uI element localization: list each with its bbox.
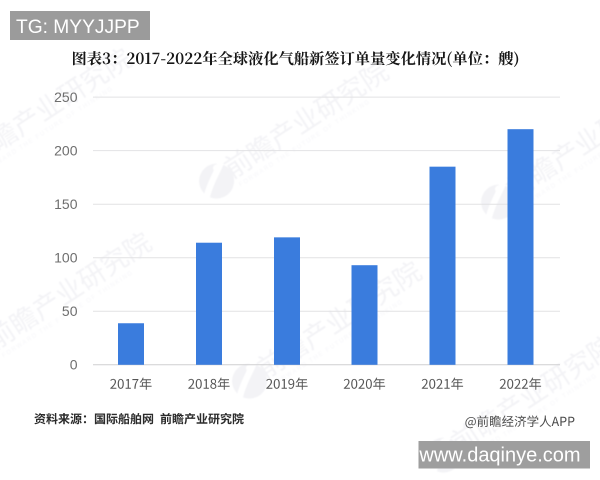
svg-text:www.daqinye.com: www.daqinye.com <box>418 445 580 467</box>
svg-text:200: 200 <box>54 142 78 158</box>
svg-text:100: 100 <box>54 250 78 266</box>
svg-text:50: 50 <box>62 303 78 319</box>
svg-text:150: 150 <box>54 196 78 212</box>
svg-text:TG: MYYJJPP: TG: MYYJJPP <box>16 17 140 38</box>
svg-text:0: 0 <box>70 357 78 373</box>
svg-text:250: 250 <box>54 89 78 105</box>
